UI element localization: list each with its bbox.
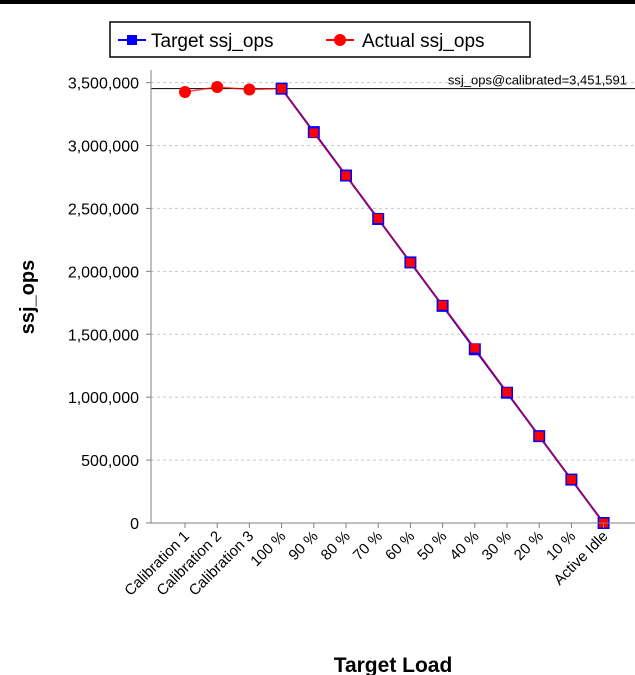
actual-point xyxy=(502,387,512,397)
actual-point xyxy=(309,128,319,138)
x-tick-label: 100 % xyxy=(247,528,289,570)
actual-point xyxy=(470,343,480,353)
x-tick-label: 70 % xyxy=(350,528,386,564)
legend-label-target: Target ssj_ops xyxy=(151,31,274,52)
legend-label-actual: Actual ssj_ops xyxy=(362,31,485,52)
y-tick-label: 0 xyxy=(130,516,139,533)
y-tick-label: 3,000,000 xyxy=(68,139,139,156)
x-tick-label: 90 % xyxy=(285,528,321,564)
reference-label: ssj_ops@calibrated=3,451,591 xyxy=(448,73,627,88)
legend-marker-actual xyxy=(334,34,346,46)
actual-point xyxy=(438,300,448,310)
legend-marker-target xyxy=(127,35,137,45)
top-border xyxy=(0,0,635,4)
y-axis-title: ssj_ops xyxy=(17,260,39,334)
y-tick-label: 3,500,000 xyxy=(68,76,139,93)
y-tick-label: 1,000,000 xyxy=(68,390,139,407)
x-tick-label: 20 % xyxy=(511,528,547,564)
y-tick-label: 1,500,000 xyxy=(68,327,139,344)
actual-point xyxy=(277,84,287,94)
x-tick-label: 40 % xyxy=(446,528,482,564)
y-tick-label: 2,000,000 xyxy=(68,264,139,281)
y-tick-label: 2,500,000 xyxy=(68,201,139,218)
x-tick-label: 80 % xyxy=(318,528,354,564)
actual-point xyxy=(405,258,415,268)
grid xyxy=(151,82,635,461)
actual-point xyxy=(534,431,544,441)
actual-point xyxy=(179,86,191,99)
legend-box xyxy=(109,21,531,58)
actual-point xyxy=(211,80,224,93)
x-tick-label: 30 % xyxy=(479,528,515,564)
plot-area xyxy=(151,70,635,522)
actual-point xyxy=(373,213,383,223)
x-tick-label: 60 % xyxy=(382,528,418,564)
y-axis-ticks: 0 500,000 1,000,000 1,500,000 2,000,000 2,500… xyxy=(68,76,151,533)
actual-point xyxy=(566,475,576,485)
actual-point xyxy=(341,171,351,181)
series-group xyxy=(179,80,610,529)
actual-point xyxy=(243,83,256,96)
legend: Target ssj_ops Actual ssj_ops xyxy=(109,21,531,58)
y-tick-label: 500,000 xyxy=(81,453,139,470)
x-axis-title: Target Load xyxy=(334,654,453,675)
x-tick-label: 50 % xyxy=(414,528,450,564)
